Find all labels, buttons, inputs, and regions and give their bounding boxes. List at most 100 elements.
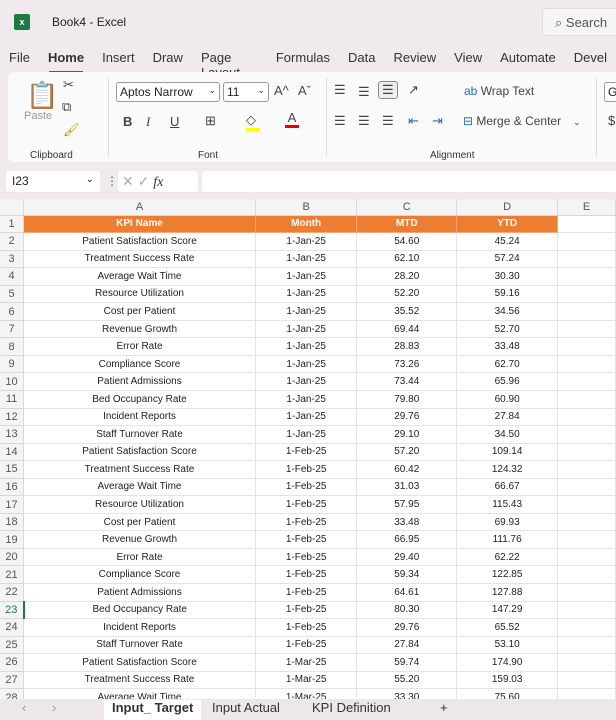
month-cell[interactable]: 1-Jan-25 bbox=[255, 408, 358, 427]
menu-tab-view[interactable]: View bbox=[454, 50, 483, 65]
kpi-name-cell[interactable]: Patient Admissions bbox=[23, 372, 256, 391]
fill-color-icon[interactable]: ◇ bbox=[246, 112, 260, 131]
kpi-name-cell[interactable]: Resource Utilization bbox=[23, 285, 256, 304]
row-header[interactable]: 11 bbox=[0, 390, 25, 409]
shrink-font-button[interactable]: Aˇ bbox=[298, 83, 311, 98]
ytd-cell[interactable]: 34.56 bbox=[456, 302, 559, 321]
kpi-name-cell[interactable]: Patient Satisfaction Score bbox=[23, 232, 256, 251]
empty-cell[interactable] bbox=[557, 372, 616, 391]
kpi-name-cell[interactable]: Patient Satisfaction Score bbox=[23, 653, 256, 672]
row-header[interactable]: 10 bbox=[0, 372, 25, 391]
kpi-name-cell[interactable]: Average Wait Time bbox=[23, 688, 256, 699]
empty-cell[interactable] bbox=[557, 495, 616, 514]
mtd-cell[interactable]: 29.40 bbox=[356, 548, 458, 567]
mtd-cell[interactable]: 33.30 bbox=[356, 688, 458, 699]
kpi-name-cell[interactable]: Incident Reports bbox=[23, 618, 256, 637]
month-cell[interactable]: 1-Jan-25 bbox=[255, 302, 358, 321]
empty-cell[interactable] bbox=[557, 337, 616, 356]
kpi-name-cell[interactable]: Staff Turnover Rate bbox=[23, 636, 256, 655]
row-header[interactable]: 9 bbox=[0, 355, 25, 374]
row-header[interactable]: 25 bbox=[0, 636, 25, 655]
more-icon[interactable]: ⋮ bbox=[106, 174, 118, 188]
month-cell[interactable]: 1-Feb-25 bbox=[255, 583, 358, 602]
scroll-right-icon[interactable]: › bbox=[52, 700, 57, 715]
kpi-name-cell[interactable]: Staff Turnover Rate bbox=[23, 425, 256, 444]
paste-button[interactable]: Paste bbox=[24, 110, 53, 122]
ytd-cell[interactable]: 65.96 bbox=[456, 372, 559, 391]
row-header[interactable]: 22 bbox=[0, 583, 25, 602]
mtd-cell[interactable]: 64.61 bbox=[356, 583, 458, 602]
month-cell[interactable]: 1-Jan-25 bbox=[255, 425, 358, 444]
select-all-corner[interactable] bbox=[0, 199, 25, 216]
row-header[interactable]: 6 bbox=[0, 302, 25, 321]
orientation-icon[interactable]: ↗ bbox=[408, 82, 419, 97]
row-header[interactable]: 19 bbox=[0, 530, 25, 549]
mtd-cell[interactable]: 57.20 bbox=[356, 443, 458, 462]
month-cell[interactable]: 1-Feb-25 bbox=[255, 530, 358, 549]
ytd-cell[interactable]: 57.24 bbox=[456, 250, 559, 269]
row-header[interactable]: 15 bbox=[0, 460, 25, 479]
mtd-cell[interactable]: 35.52 bbox=[356, 302, 458, 321]
enter-icon[interactable]: ✓ bbox=[137, 173, 154, 189]
mtd-cell[interactable]: 59.34 bbox=[356, 565, 458, 584]
paste-icon[interactable]: 📋 bbox=[26, 80, 59, 110]
empty-cell[interactable] bbox=[557, 653, 616, 672]
kpi-name-cell[interactable]: Treatment Success Rate bbox=[23, 250, 256, 269]
bold-button[interactable]: B bbox=[123, 114, 133, 129]
month-cell[interactable]: 1-Feb-25 bbox=[255, 565, 358, 584]
mtd-cell[interactable]: 55.20 bbox=[356, 671, 458, 690]
empty-cell[interactable] bbox=[557, 443, 616, 462]
kpi-name-cell[interactable]: Bed Occupancy Rate bbox=[23, 390, 256, 409]
month-cell[interactable]: 1-Jan-25 bbox=[255, 390, 358, 409]
ytd-cell[interactable]: 69.93 bbox=[456, 513, 559, 532]
menu-tab-data[interactable]: Data bbox=[348, 50, 376, 65]
font-name-select[interactable]: Aptos Narrow ⌄ bbox=[116, 82, 220, 102]
kpi-name-cell[interactable]: Treatment Success Rate bbox=[23, 671, 256, 690]
ytd-cell[interactable]: 65.52 bbox=[456, 618, 559, 637]
month-cell[interactable]: 1-Jan-25 bbox=[255, 232, 358, 251]
month-cell[interactable]: 1-Jan-25 bbox=[255, 267, 358, 286]
mtd-cell[interactable]: 27.84 bbox=[356, 636, 458, 655]
align-bottom-icon[interactable]: ☰ bbox=[378, 81, 398, 99]
ytd-cell[interactable]: 34.50 bbox=[456, 425, 559, 444]
wrap-text-button[interactable]: ab Wrap Text bbox=[464, 84, 534, 98]
mtd-cell[interactable]: 28.20 bbox=[356, 267, 458, 286]
month-cell[interactable]: 1-Mar-25 bbox=[255, 653, 358, 672]
ytd-cell[interactable]: 60.90 bbox=[456, 390, 559, 409]
row-header[interactable]: 8 bbox=[0, 337, 25, 356]
mtd-cell[interactable]: 54.60 bbox=[356, 232, 458, 251]
empty-cell[interactable] bbox=[557, 688, 616, 699]
row-header[interactable]: 28 bbox=[0, 688, 25, 699]
mtd-cell[interactable]: 29.76 bbox=[356, 618, 458, 637]
kpi-name-cell[interactable]: Revenue Growth bbox=[23, 530, 256, 549]
mtd-cell[interactable]: 60.42 bbox=[356, 460, 458, 479]
header-cell[interactable]: MTD bbox=[356, 215, 458, 234]
underline-button[interactable]: U bbox=[170, 114, 180, 129]
empty-cell[interactable] bbox=[557, 583, 616, 602]
ytd-cell[interactable]: 62.22 bbox=[456, 548, 559, 567]
ytd-cell[interactable]: 66.67 bbox=[456, 478, 559, 497]
kpi-name-cell[interactable]: Incident Reports bbox=[23, 408, 256, 427]
mtd-cell[interactable]: 31.03 bbox=[356, 478, 458, 497]
decrease-indent-icon[interactable]: ⇤ bbox=[408, 113, 419, 128]
menu-tab-home[interactable]: Home bbox=[39, 50, 93, 73]
search-box[interactable]: ⌕ Search bbox=[542, 8, 616, 36]
month-cell[interactable]: 1-Mar-25 bbox=[255, 671, 358, 690]
increase-indent-icon[interactable]: ⇥ bbox=[432, 113, 443, 128]
sheet-tab[interactable]: Input Actual bbox=[212, 700, 280, 715]
ytd-cell[interactable]: 115.43 bbox=[456, 495, 559, 514]
row-header[interactable]: 13 bbox=[0, 425, 25, 444]
column-header-B[interactable]: B bbox=[255, 199, 358, 216]
month-cell[interactable]: 1-Jan-25 bbox=[255, 372, 358, 391]
kpi-name-cell[interactable]: Error Rate bbox=[23, 337, 256, 356]
month-cell[interactable]: 1-Jan-25 bbox=[255, 250, 358, 269]
ytd-cell[interactable]: 30.30 bbox=[456, 267, 559, 286]
month-cell[interactable]: 1-Feb-25 bbox=[255, 443, 358, 462]
cancel-icon[interactable]: ✕ bbox=[122, 173, 138, 189]
row-header[interactable]: 20 bbox=[0, 548, 25, 567]
kpi-name-cell[interactable]: Average Wait Time bbox=[23, 478, 256, 497]
align-center-icon[interactable]: ☰ bbox=[358, 113, 370, 128]
empty-cell[interactable] bbox=[557, 302, 616, 321]
mtd-cell[interactable]: 73.44 bbox=[356, 372, 458, 391]
